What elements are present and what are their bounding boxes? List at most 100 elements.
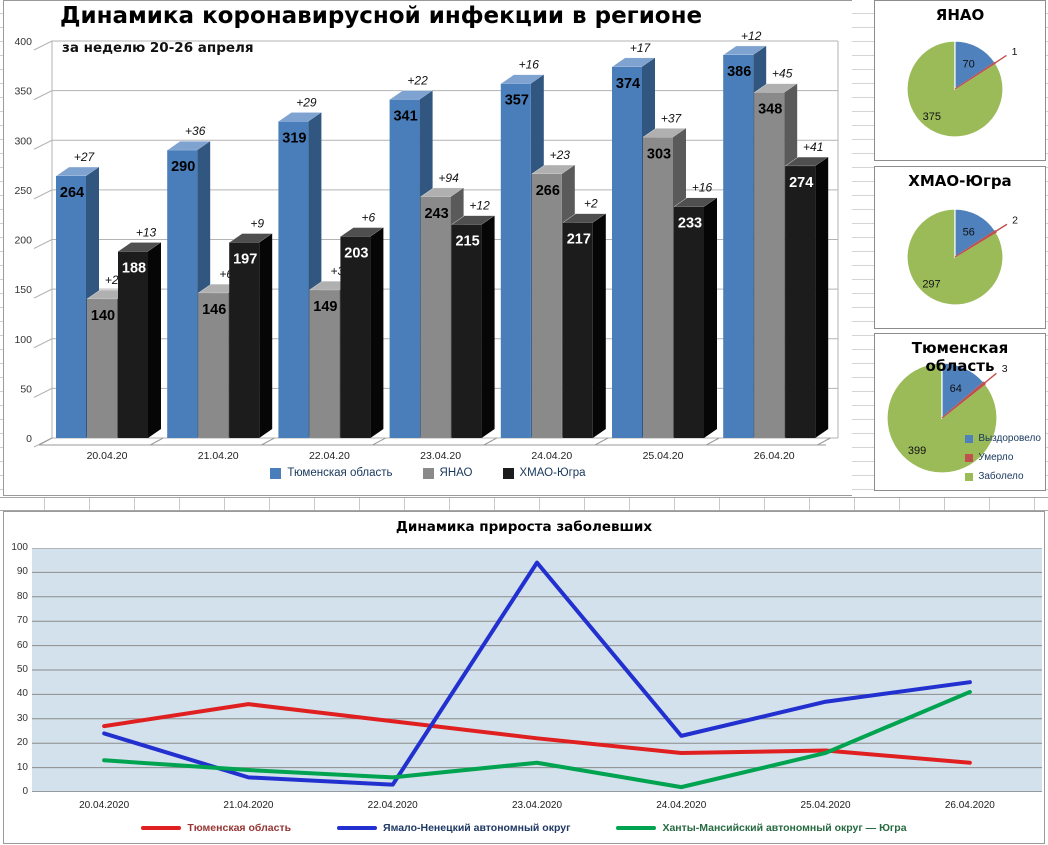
pie-value-died: 1 [1012,46,1018,58]
spreadsheet-row-band [0,497,1048,511]
pie-canvas-yanao: 70 375 1 [875,1,1045,160]
x-tick-label: 25.04.2020 [800,800,851,811]
bar-value-label: 348 [758,102,782,118]
bar-value-label: 140 [91,308,115,324]
y-tick-label: 60 [16,639,28,651]
pie-slice [954,208,996,259]
y-tick-label: 40 [16,688,28,700]
line-series [102,689,972,790]
line-legend-item: Ханты-Мансийский автономный округ — Югра [616,822,907,834]
x-tick-label: 22.04.2020 [367,800,418,811]
bar-delta-label: +16 [692,181,713,195]
legend-label: Выздоровело [978,433,1041,444]
bar-delta-label: +17 [630,41,652,55]
bar: 274 +41 [784,140,829,438]
legend-label: ЯНАО [439,467,473,479]
y-tick-label: 80 [16,590,28,602]
pie-value-died: 2 [1012,215,1018,227]
bar-value-label: 266 [536,183,560,199]
bar-value-label: 274 [789,175,813,191]
y-tick-label: 200 [14,235,32,247]
legend-label: Ямало-Ненецкий автономный округ [383,822,571,834]
line-chart-plot [32,548,1042,792]
line-chart-panel: Динамика прироста заболевших Тюменская о… [3,511,1045,844]
legend-label: ХМАО-Югра [519,467,586,479]
axis-tick [33,338,53,349]
pie-canvas-hmao: 56 297 2 [875,167,1045,328]
pie-value-recovered: 70 [963,59,975,71]
pie-legend-item: Выздоровело [965,433,1041,444]
legend-swatch [337,826,378,830]
y-tick-label: 250 [14,185,32,197]
x-tick-label: 21.04.20 [198,450,239,462]
legend-swatch [141,826,182,830]
pie-legend-item: Заболело [965,471,1041,482]
bar-delta-label: +12 [741,29,762,43]
pie-legend-item: Умерло [965,452,1041,463]
bar: 233 +16 [673,181,718,438]
bar-delta-label: +13 [136,225,157,239]
y-tick-label: 350 [14,86,32,98]
x-tick-label: 25.04.20 [643,450,684,462]
line-chart-title: Динамика прироста заболевших [395,519,653,535]
x-tick-label: 20.04.20 [87,450,128,462]
axis-tick [33,387,53,398]
axis-tick [33,189,53,200]
pie-value-recovered: 56 [963,227,975,239]
y-tick-label: 30 [16,712,28,724]
legend-swatch [502,467,514,479]
bar-value-label: 188 [122,260,146,276]
bar-delta-label: +9 [250,216,264,230]
y-tick-label: 10 [16,761,28,773]
bar-value-label: 303 [647,146,671,162]
bar-chart-panel: Динамика коронавирусной инфекции в регио… [3,0,853,496]
bar-chart-subtitle: за неделю 20-26 апреля [62,40,254,56]
bar-delta-label: +27 [74,150,96,164]
pie-chart-yanao: ЯНАО 70 375 1 [874,0,1046,161]
axis-tick [33,288,53,299]
legend-label: Заболело [978,471,1024,482]
bar-legend-item: ХМАО-Югра [502,467,586,479]
axis-tick [33,90,53,101]
bar-value-label: 243 [424,206,448,222]
y-tick-label: 0 [22,786,28,797]
legend-swatch [422,467,434,479]
pie-leader-line [979,372,997,388]
axis-tick [33,239,53,249]
bar: 203 +6 [339,211,385,438]
line-chart-legend: Тюменская область Ямало-Ненецкий автономн… [4,822,1044,834]
y-tick-label: 50 [16,664,28,675]
x-tick-label: 24.04.2020 [656,800,707,811]
bar: 188 +13 [117,225,162,438]
pie-value-infected: 297 [922,279,940,291]
pie-title-yanao: ЯНАО [935,6,985,24]
line-series [102,560,972,787]
line-legend-item: Тюменская область [141,822,291,834]
y-tick-label: 20 [16,737,28,749]
legend-swatch [965,453,974,462]
x-tick-label: 26.04.20 [754,450,795,462]
line-legend-item: Ямало-Ненецкий автономный округ [337,822,570,834]
bar-value-label: 146 [202,302,226,318]
bar-delta-label: +12 [469,199,490,213]
pie-svg: 56 297 2 [906,208,1018,306]
bar-delta-label: +41 [803,140,823,154]
bar-delta-label: +2 [584,197,598,211]
pie-title-hmao: ХМАО-Югра [908,172,1012,190]
bar-value-label: 217 [567,232,591,248]
pie-svg: 70 375 1 [906,40,1018,138]
y-tick-label: 0 [26,433,32,445]
y-tick-label: 100 [14,334,32,346]
x-tick-label: 20.04.2020 [79,800,130,811]
legend-swatch [965,434,974,443]
bar-value-label: 290 [171,159,195,175]
pie-canvas-tyumen: 64 399 3 [875,334,1045,490]
pie-svg: 64 399 3 [886,362,1008,474]
pie-chart-tyumen: Тюменская область 64 399 3 Выздоровело Умер… [874,333,1046,491]
pie-value-infected: 399 [908,445,926,457]
bar-value-label: 233 [678,216,702,232]
line-series [102,702,972,765]
legend-label: Ханты-Мансийский автономный округ — Югра [662,822,907,834]
legend-label: Умерло [978,452,1014,463]
legend-swatch [616,826,657,830]
